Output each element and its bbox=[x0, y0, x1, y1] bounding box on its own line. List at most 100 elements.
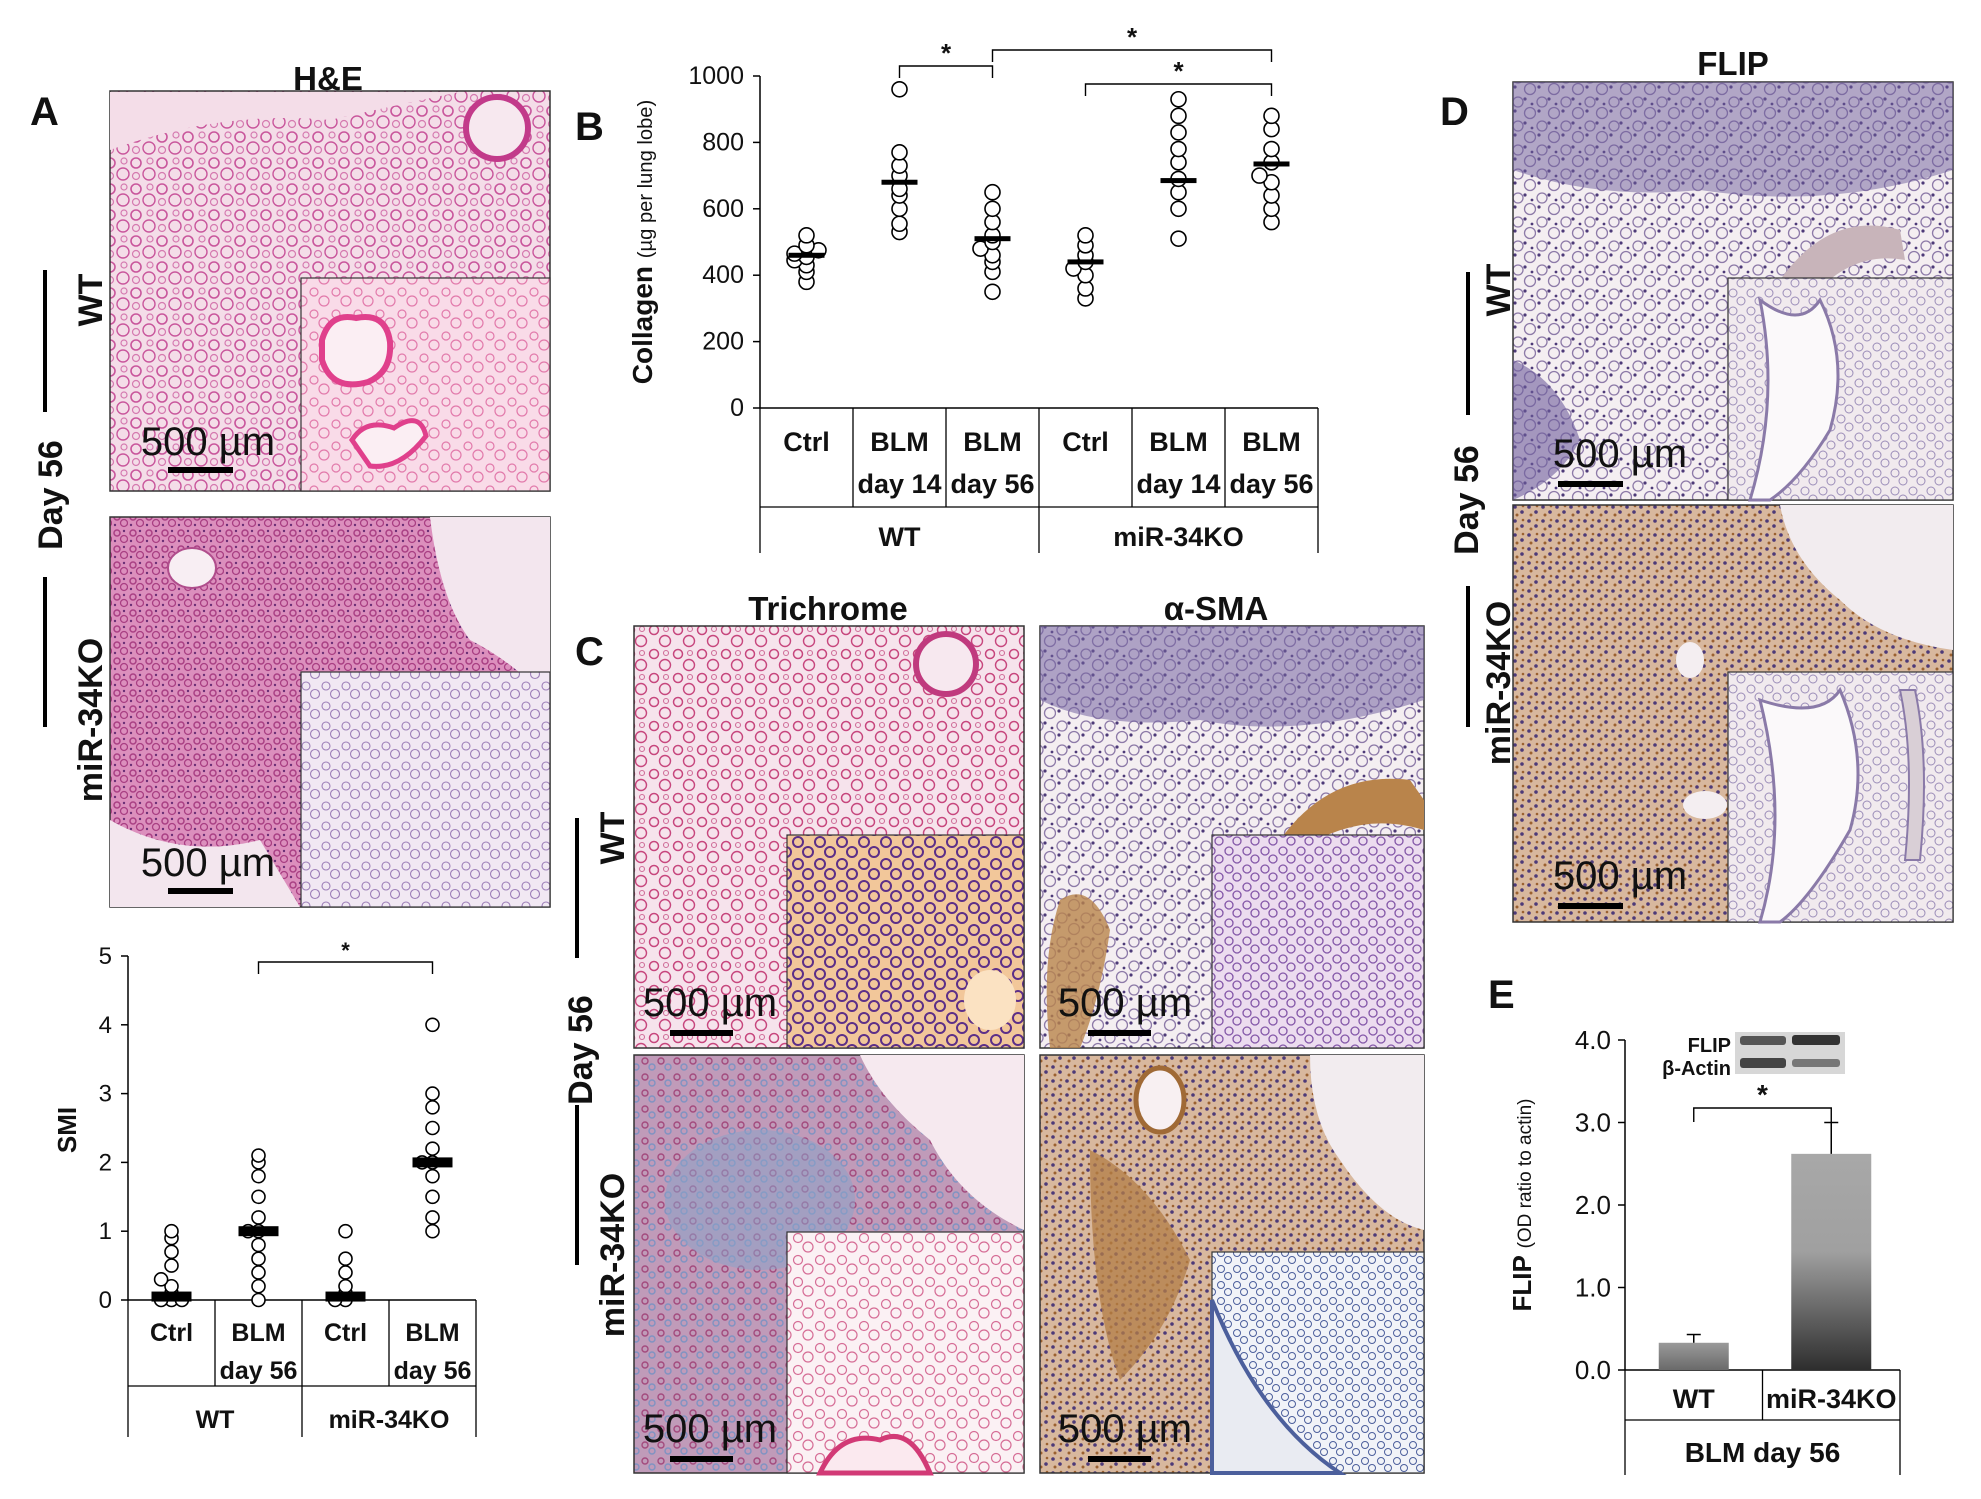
data-point bbox=[251, 1292, 266, 1308]
panel-c-row-wt: WT bbox=[594, 811, 632, 864]
data-point bbox=[338, 1265, 353, 1280]
data-point bbox=[891, 80, 908, 98]
y-tick-label: 5 bbox=[99, 943, 112, 970]
sma-wt-inset bbox=[1211, 834, 1425, 1049]
panel-d-row-ko: miR-34KO bbox=[1480, 601, 1518, 765]
data-point bbox=[338, 1251, 353, 1267]
data-point bbox=[984, 200, 1001, 218]
genotype-label: WT bbox=[196, 1406, 235, 1434]
panel-d-row-day: Day 56 bbox=[1448, 445, 1486, 555]
he-ko-inset bbox=[300, 671, 551, 908]
category-label: Ctrl bbox=[150, 1319, 193, 1347]
panel-c: C Trichrome α-SMA 500 µm 500 µm bbox=[562, 590, 1425, 1476]
bar bbox=[1791, 1153, 1872, 1370]
y-tick-label: 200 bbox=[702, 328, 744, 356]
flip-ko-micrograph: 500 µm bbox=[1512, 504, 1954, 924]
data-point bbox=[1170, 107, 1187, 125]
blot-label-flip: FLIP bbox=[1688, 1035, 1731, 1057]
data-point bbox=[425, 1189, 440, 1205]
significance-bracket bbox=[1084, 83, 1273, 96]
data-point bbox=[251, 1278, 266, 1294]
mean-marker bbox=[238, 1226, 279, 1237]
category-label: day 56 bbox=[950, 469, 1034, 499]
panel-c-row-day: Day 56 bbox=[562, 995, 600, 1105]
significance-bracket bbox=[1693, 1107, 1832, 1122]
panel-b: B 0 200 400 600 800 1000 Ctrl BLM day 14 BLM day 5… bbox=[575, 22, 1319, 553]
data-point bbox=[425, 1100, 440, 1115]
sma-wt-scale-bar bbox=[1088, 1030, 1151, 1036]
trichrome-ko-scale-label: 500 µm bbox=[643, 1407, 777, 1451]
bar bbox=[1658, 1342, 1729, 1370]
panel-letter-b: B bbox=[575, 105, 604, 149]
category-label: WT bbox=[1673, 1384, 1715, 1414]
trichrome-ko-inset bbox=[786, 1231, 1025, 1474]
data-point bbox=[1263, 140, 1280, 158]
data-point bbox=[891, 215, 908, 233]
y-tick-label: 3 bbox=[99, 1081, 112, 1108]
y-axis-label: Collagen (µg per lung lobe) bbox=[627, 100, 658, 384]
genotype-label: miR-34KO bbox=[1113, 522, 1244, 552]
data-point bbox=[425, 1017, 440, 1033]
panel-a-row-ko: miR-34KO bbox=[72, 638, 110, 802]
mean-marker bbox=[788, 252, 825, 258]
data-point bbox=[1263, 107, 1280, 125]
mean-marker bbox=[881, 179, 918, 185]
sma-ko-scale-label: 500 µm bbox=[1058, 1407, 1192, 1451]
data-point bbox=[153, 1272, 169, 1287]
y-tick-label: 1 bbox=[99, 1218, 112, 1245]
data-point bbox=[1170, 230, 1187, 247]
data-point bbox=[338, 1278, 353, 1294]
panel-c-title-sma: α-SMA bbox=[1164, 590, 1269, 627]
data-point bbox=[164, 1258, 179, 1273]
data-point bbox=[251, 1251, 266, 1267]
data-point bbox=[164, 1223, 179, 1239]
data-point bbox=[251, 1210, 266, 1225]
panel-d-row-wt: WT bbox=[1480, 263, 1518, 316]
data-point bbox=[425, 1210, 440, 1225]
y-tick-label: 0.0 bbox=[1575, 1355, 1611, 1385]
category-label: day 14 bbox=[1136, 469, 1220, 499]
panel-d-title: FLIP bbox=[1697, 45, 1769, 82]
x-axis-label: BLM day 56 bbox=[1685, 1437, 1841, 1468]
panel-letter-e: E bbox=[1488, 973, 1515, 1017]
he-wt-scale-bar bbox=[168, 467, 233, 473]
genotype-label: WT bbox=[879, 522, 921, 552]
category-label: BLM bbox=[1242, 427, 1300, 457]
data-point bbox=[251, 1265, 266, 1280]
smi-chart: 0 1 2 3 4 5 Ctrl BLM day 56 Ctrl BLM day 56 WT miR-34… bbox=[52, 938, 477, 1437]
significance-bracket bbox=[257, 961, 434, 974]
category-label: day 14 bbox=[857, 469, 941, 499]
y-tick-label: 4.0 bbox=[1575, 1025, 1611, 1055]
y-tick-label: 0 bbox=[99, 1287, 112, 1314]
mean-marker bbox=[1253, 161, 1290, 167]
mean-marker bbox=[1160, 178, 1197, 184]
data-point bbox=[425, 1086, 440, 1101]
y-tick-label: 2 bbox=[99, 1149, 112, 1176]
he-wt-scale-label: 500 µm bbox=[141, 420, 275, 464]
sma-ko-scale-bar bbox=[1088, 1456, 1151, 1462]
genotype-label: miR-34KO bbox=[329, 1406, 450, 1434]
panel-a-row-wt: WT bbox=[72, 273, 110, 326]
category-label: Ctrl bbox=[783, 427, 830, 457]
panel-a: A H&E 500 µm 500 µm WT miR-34KO D bbox=[30, 60, 551, 908]
category-label: miR-34KO bbox=[1766, 1384, 1897, 1414]
y-tick-label: 400 bbox=[702, 261, 744, 289]
panel-a-row-day: Day 56 bbox=[32, 440, 70, 550]
data-point bbox=[1170, 124, 1187, 141]
data-point bbox=[1170, 90, 1187, 108]
data-point bbox=[251, 1148, 266, 1163]
mean-marker bbox=[974, 236, 1011, 242]
trichrome-wt-micrograph: 500 µm bbox=[633, 625, 1025, 1049]
category-label: Ctrl bbox=[1062, 427, 1109, 457]
y-tick-label: 2.0 bbox=[1575, 1190, 1611, 1220]
sma-wt-scale-label: 500 µm bbox=[1058, 981, 1192, 1025]
category-label: BLM bbox=[963, 427, 1021, 457]
y-axis-label: SMI bbox=[52, 1107, 82, 1153]
category-label: BLM bbox=[231, 1319, 285, 1347]
data-point bbox=[984, 183, 1001, 201]
y-tick-label: 4 bbox=[99, 1012, 112, 1039]
significance-bracket bbox=[991, 49, 1273, 62]
trichrome-ko-micrograph: 500 µm bbox=[633, 1054, 1025, 1476]
